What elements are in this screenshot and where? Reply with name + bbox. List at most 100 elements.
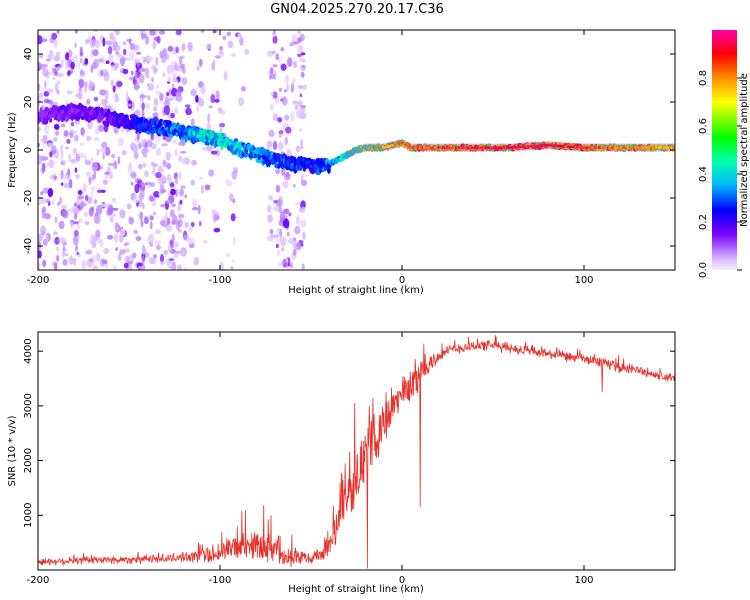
- spectrogram-noise-blob: [108, 54, 114, 61]
- spectrogram-noise-blob: [73, 240, 79, 245]
- spectrogram-noise-blob: [187, 41, 193, 52]
- spectrogram-noise-blob: [63, 174, 68, 180]
- spectrogram-marks: [38, 30, 675, 270]
- spectrogram-noise-blob: [79, 46, 83, 56]
- spectrogram-noise-blob: [177, 204, 182, 212]
- spectrogram-noise-blob: [116, 81, 123, 88]
- spectrogram-noise-blob: [102, 59, 106, 63]
- spectrogram-noise-blob: [60, 58, 64, 67]
- spectrogram-noise-blob: [60, 169, 64, 180]
- spectrogram-noise-blob: [175, 176, 178, 185]
- spectrogram-noise-blob: [273, 205, 280, 212]
- snr-x-ticks: -200 -100 0 100: [27, 332, 594, 586]
- spectrogram-noise-blob: [105, 146, 111, 156]
- spectrogram-noise-blob: [86, 98, 91, 105]
- spectrogram-noise-blob: [113, 30, 117, 33]
- spectrogram-noise-blob: [139, 211, 143, 221]
- spectrogram-noise-blob: [128, 50, 135, 61]
- spectrogram-noise-blob: [278, 87, 283, 92]
- spectrogram-noise-blob: [171, 234, 175, 243]
- spectrogram-noise-blob: [80, 200, 85, 209]
- spectrogram-x-tick-label: -200: [27, 275, 50, 286]
- spectrogram-noise-blob: [151, 64, 156, 71]
- spectrogram-noise-blob: [126, 203, 132, 210]
- spectrogram-noise-blob: [93, 211, 99, 219]
- spectrogram-noise-blob: [205, 43, 212, 49]
- spectrogram-noise-blob: [139, 197, 143, 208]
- spectrogram-noise-blob: [84, 58, 89, 65]
- spectrogram-noise-blob: [77, 61, 81, 70]
- spectrogram-noise-blob: [167, 244, 173, 254]
- spectrogram-noise-blob: [110, 80, 114, 87]
- spectrogram-noise-blob: [278, 205, 282, 214]
- spectrogram-noise-blob: [54, 83, 59, 93]
- spectrogram-noise-blob: [200, 86, 206, 95]
- spectrogram-noise-blob: [279, 211, 286, 222]
- spectrogram-noise-blob: [299, 207, 302, 213]
- spectrogram-noise-blob: [77, 195, 85, 200]
- spectrogram-noise-blob: [141, 110, 145, 116]
- spectrogram-noise-blob: [159, 220, 166, 226]
- spectrogram-noise-blob: [159, 50, 166, 59]
- spectrogram-noise-blob: [53, 175, 58, 180]
- spectrogram-noise-blob: [55, 51, 61, 57]
- spectrogram-noise-blob: [272, 140, 278, 151]
- spectrogram-noise-blob: [299, 128, 303, 132]
- spectrogram-noise-blob: [38, 155, 43, 165]
- spectrogram-x-tick-label: 0: [399, 275, 405, 286]
- spectrogram-noise-blob: [57, 80, 61, 85]
- spectrogram-noise-blob: [190, 221, 195, 228]
- colorbar-label: Normalized spectral amplitude: [739, 73, 750, 227]
- spectrogram-noise-blob: [97, 58, 104, 63]
- spectrogram-noise-blob: [123, 262, 129, 269]
- spectrogram-noise-blob: [74, 30, 78, 34]
- spectrogram-noise-blob: [84, 86, 87, 93]
- snr-y-tick-label: 4000: [23, 338, 34, 363]
- spectrogram-noise-blob: [152, 211, 157, 216]
- spectrogram-noise-blob: [128, 38, 132, 45]
- spectrogram-noise-blob: [117, 253, 122, 262]
- spectrogram-noise-blob: [272, 113, 277, 121]
- spectrogram-noise-blob: [183, 267, 188, 270]
- spectrogram-noise-blob: [285, 126, 292, 134]
- spectrogram-noise-blob: [212, 59, 216, 65]
- spectrogram-noise-blob: [115, 30, 120, 36]
- spectrogram-noise-blob: [178, 171, 182, 181]
- spectrogram-noise-blob: [269, 73, 275, 80]
- spectrogram-noise-blob: [290, 112, 295, 122]
- spectrogram-noise-blob: [101, 98, 107, 106]
- spectrogram-y-tick-label: -40: [23, 238, 34, 254]
- spectrogram-y-ticks: -40 -20 0 20 40: [23, 48, 675, 254]
- spectrogram-noise-blob: [124, 255, 130, 263]
- spectrogram-noise-blob: [180, 185, 186, 190]
- spectrogram-noise-blob: [140, 181, 145, 188]
- spectrogram-noise-blob: [91, 206, 95, 212]
- spectrogram-noise-blob: [132, 252, 137, 259]
- spectrogram-noise-blob: [275, 234, 279, 238]
- spectrogram-noise-blob: [272, 91, 278, 99]
- spectrogram-noise-blob: [278, 133, 283, 138]
- spectrogram-noise-blob: [40, 191, 44, 196]
- spectrogram-noise-blob: [239, 36, 244, 46]
- spectrogram-noise-blob: [56, 30, 60, 34]
- spectrogram-noise-blob: [149, 195, 154, 202]
- spectrogram-noise-blob: [124, 241, 130, 246]
- spectrogram-noise-blob: [136, 51, 142, 55]
- spectrogram-noise-blob: [269, 67, 274, 75]
- spectrogram-noise-blob: [41, 166, 45, 175]
- spectrogram-noise-blob: [117, 156, 121, 165]
- snr-series-line: [38, 335, 675, 569]
- spectrogram-noise-blob: [145, 139, 153, 148]
- spectrogram-noise-blob: [65, 52, 70, 61]
- spectrogram-noise-blob: [103, 248, 110, 255]
- spectrogram-noise-blob: [97, 189, 102, 193]
- spectrogram-noise-blob: [127, 260, 133, 265]
- spectrogram-noise-blob: [172, 241, 179, 248]
- spectrogram-halo: [367, 143, 372, 153]
- spectrogram-noise-blob: [226, 31, 232, 37]
- spectrogram-noise-blob: [182, 67, 186, 74]
- spectrogram-noise-blob: [144, 67, 149, 77]
- spectrogram-noise-blob: [152, 39, 157, 50]
- spectrogram-noise-blob: [141, 102, 145, 111]
- spectrogram-noise-blob: [48, 71, 56, 75]
